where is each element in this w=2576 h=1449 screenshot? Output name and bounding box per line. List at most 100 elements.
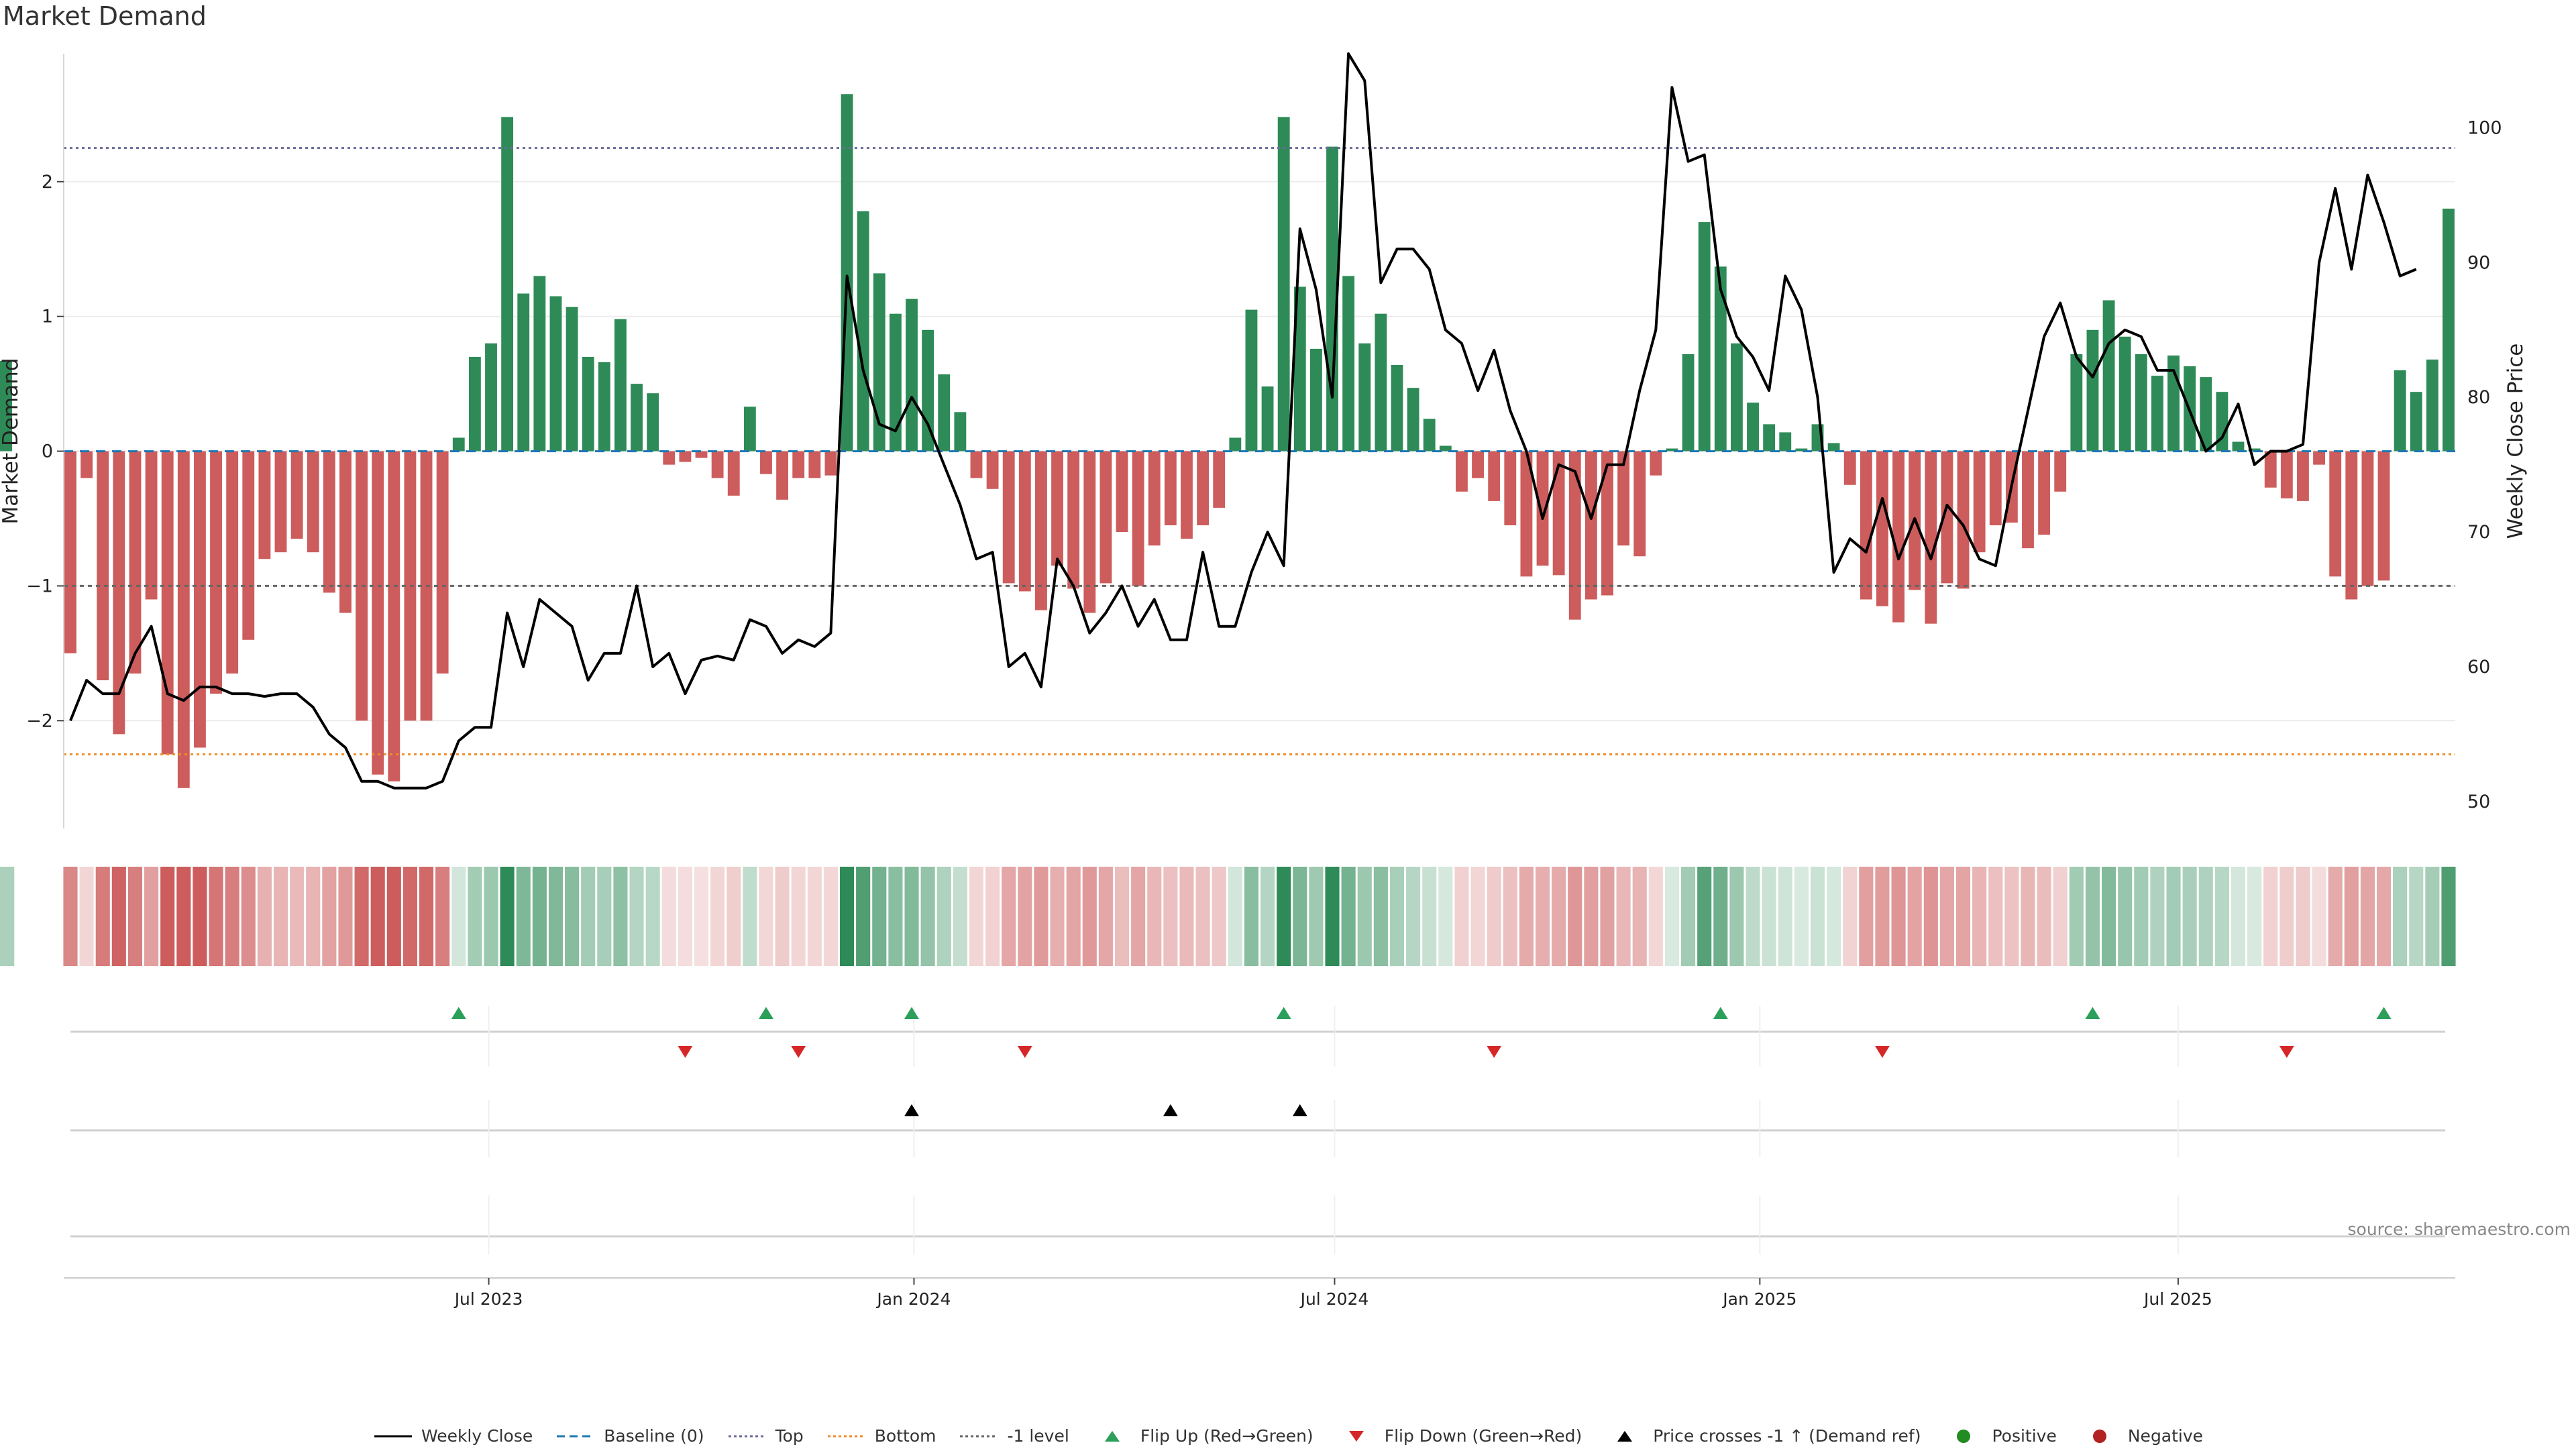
demand-bar [1827,443,1840,451]
demand-bar [631,384,643,451]
heat-cell [402,867,417,966]
heat-cell [95,867,110,966]
legend-label: Negative [2127,1426,2204,1446]
heat-cell [1454,867,1469,966]
heat-cell [2441,867,2456,966]
demand-bar [647,393,659,451]
demand-bar [1973,451,1986,553]
demand-bar [2086,329,2099,451]
heat-cell [2409,867,2424,966]
heat-cell [727,867,741,966]
heat-cell [936,867,951,966]
demand-bar [2070,354,2083,451]
heat-cell [1648,867,1663,966]
heat-cell [2425,867,2440,966]
demand-bar [2394,370,2406,451]
demand-bar [776,451,789,500]
heat-cell [839,867,855,966]
heat-cell [225,867,239,966]
heat-cell [1859,867,1874,966]
heat-cell [759,867,773,966]
demand-bar [1423,419,1436,451]
demand-bar [743,407,756,451]
demand-bar [2377,451,2390,581]
demand-bar [1277,117,1290,451]
heat-cell [1923,867,1938,966]
heat-cell [2231,867,2246,966]
heat-cell [953,867,967,966]
legend-label: Baseline (0) [604,1426,704,1446]
legend-label: Positive [1992,1426,2057,1446]
demand-bar [1148,451,1161,546]
demand-bar [663,451,676,465]
cross-marker [1163,1104,1178,1116]
heat-cell [2393,867,2408,966]
heat-cell [807,867,822,966]
demand-bar [194,451,206,748]
demand-bar [1018,451,1031,592]
heat-cell [1552,867,1566,966]
demand-bar [274,451,287,553]
demand-bar [2135,354,2147,451]
demand-bar [485,343,497,451]
heat-cell [127,867,143,966]
heat-cell [1988,867,2003,966]
heat-cell [1810,867,1825,966]
heat-cell [629,867,644,966]
demand-bar [226,451,239,674]
heat-cell [565,867,580,966]
demand-bar [2443,209,2455,451]
heat-cell [743,867,757,966]
heat-cell [2279,867,2294,966]
heat-cell [1406,867,1421,966]
heat-cell [1309,867,1324,966]
legend-item: Price crosses -1 ↑ (Demand ref) [1605,1426,1921,1446]
heat-cell [791,867,806,966]
legend: Weekly Close Baseline (0) Top Bottom -1 leve… [0,1426,2576,1446]
heat-cell [1293,867,1307,966]
demand-bar [970,451,983,478]
demand-bar [792,451,805,478]
demand-bar [0,370,12,451]
y2-axis-label: Weekly Close Price [2504,343,2528,539]
demand-bar [727,451,740,496]
y2-tick-label: 50 [2467,792,2490,812]
heat-cell [969,867,984,966]
y-tick-label: −2 [26,710,53,731]
heat-cell [2085,867,2100,966]
demand-bar [938,374,951,451]
heat-cell [1664,867,1680,966]
legend-symbol-icon [2092,1429,2106,1443]
heat-cell [1616,867,1631,966]
heat-cell [2312,867,2326,966]
flip-down-marker [2279,1046,2294,1058]
heat-cell [290,867,305,966]
demand-bar [1213,451,1226,508]
legend-label: -1 level [1007,1426,1069,1446]
flip-up-marker [1713,1007,1728,1019]
heat-cell [775,867,790,966]
heat-cell [1794,867,1809,966]
heat-cell [1955,867,1971,966]
demand-bar [145,451,158,600]
heat-cell [1066,867,1081,966]
axes-layer: −2 −1 0 1 2 50 60 70 80 90 100 Market Demand Weekly … [0,54,2528,828]
demand-bar [1601,451,1613,596]
demand-bar [2200,377,2212,451]
heat-cell [257,867,272,966]
heat-cell [2053,867,2068,966]
heat-cell [1827,867,1841,966]
demand-bar [1892,451,1904,623]
y2-tick-label: 60 [2467,657,2490,678]
demand-bar [80,451,93,478]
heat-cell [661,867,676,966]
demand-bar [824,451,837,476]
heat-cell [856,867,871,966]
demand-bar [1504,451,1517,526]
legend-label: Weekly Close [421,1426,533,1446]
demand-bar [517,293,530,451]
heat-cell [2214,867,2229,966]
demand-bar [161,451,174,755]
heat-cell [176,867,191,966]
demand-bar [711,451,724,478]
